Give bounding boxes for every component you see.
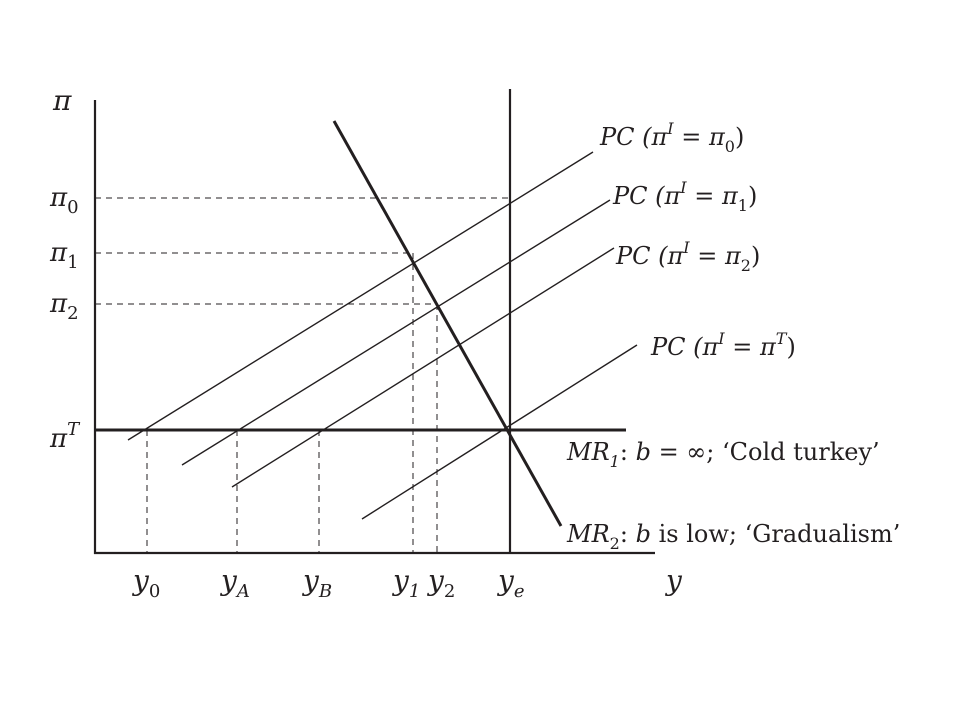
x-tick-y1: y1 bbox=[391, 564, 420, 602]
x-tick-yB: yB bbox=[301, 564, 332, 602]
pc-curve-pi0 bbox=[127, 151, 594, 441]
phillips-curves bbox=[127, 151, 638, 520]
pc-label-pi2: PC (πI = π2) bbox=[615, 238, 760, 275]
axes bbox=[93, 89, 655, 555]
pc-curve-pi1 bbox=[181, 199, 611, 466]
y-tick-piT: πT bbox=[49, 419, 81, 454]
pc-label-pi0: PC (πI = π0) bbox=[599, 119, 744, 156]
pc-label-pi1: PC (πI = π1) bbox=[612, 178, 757, 215]
y-tick-pi2: π2 bbox=[49, 289, 79, 324]
monetary-rule-lines bbox=[95, 120, 626, 527]
y-axis-symbol: π bbox=[52, 84, 72, 117]
x-axis-symbol: y bbox=[664, 564, 683, 597]
x-tick-y2: y2 bbox=[426, 564, 455, 602]
x-tick-yA: yA bbox=[219, 564, 250, 602]
mr2-label: MR2: b is low; ‘Gradualism’ bbox=[566, 520, 900, 553]
y-tick-pi0: π0 bbox=[49, 183, 79, 218]
mr1-label: MR1: b = ∞; ‘Cold turkey’ bbox=[566, 438, 880, 471]
x-tick-y0: y0 bbox=[131, 564, 160, 602]
pc-curve-pi2 bbox=[231, 247, 615, 488]
pc-label-piT: PC (πI = πT) bbox=[650, 329, 796, 361]
guide-lines bbox=[95, 197, 510, 553]
x-tick-ye: ye bbox=[496, 564, 524, 602]
mr2-steep-line bbox=[332, 120, 563, 527]
pc-curve-piT bbox=[361, 344, 638, 520]
y-tick-pi1: π1 bbox=[49, 238, 79, 273]
